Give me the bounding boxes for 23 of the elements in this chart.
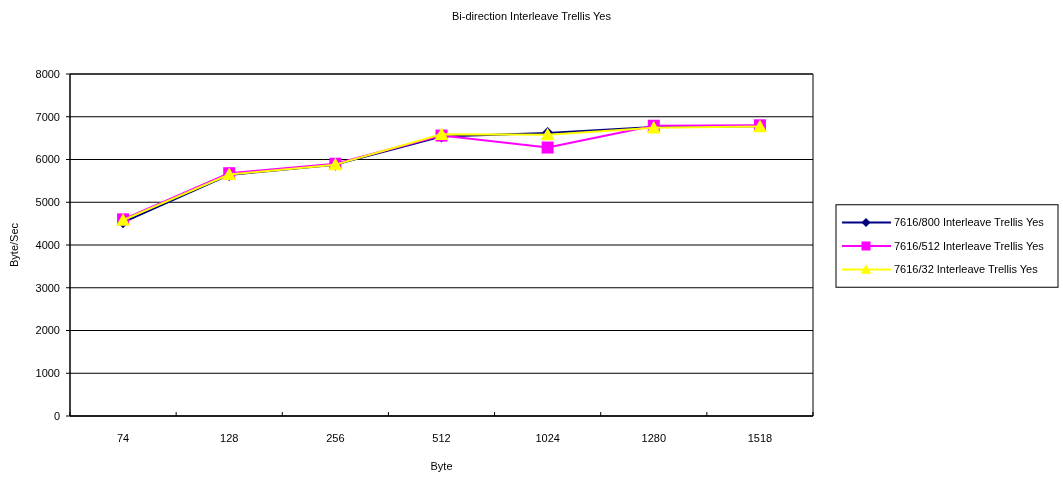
y-tick-label: 3000	[35, 281, 60, 294]
y-tick-label: 2000	[35, 324, 60, 337]
y-tick-label: 5000	[35, 196, 60, 209]
x-tick-label: 128	[220, 432, 239, 444]
y-tick-label: 8000	[35, 67, 60, 80]
x-tick-label: 1280	[641, 432, 667, 444]
y-tick-label: 7000	[35, 110, 60, 123]
x-tick-label: 1518	[747, 432, 773, 444]
x-tick-label: 512	[432, 432, 451, 444]
legend-label: 7616/32 Interleave Trellis Yes	[894, 263, 1039, 276]
y-tick-label: 1000	[35, 367, 60, 380]
y-tick-label: 0	[53, 409, 60, 422]
legend-label: 7616/512 Interleave Trellis Yes	[894, 239, 1045, 252]
legend-label: 7616/800 Interleave Trellis Yes	[894, 216, 1045, 229]
x-tick-label: 74	[116, 432, 130, 444]
chart-title: Bi-direction Interleave Trellis Yes	[452, 10, 612, 22]
y-tick-label: 4000	[35, 238, 60, 251]
x-tick-label: 1024	[535, 432, 560, 444]
x-tick-label: 256	[326, 432, 345, 444]
y-tick-label: 6000	[35, 153, 60, 166]
y-axis-title: Byte/Sec	[8, 222, 20, 268]
x-axis-title: Byte	[430, 460, 453, 472]
point	[541, 141, 554, 154]
